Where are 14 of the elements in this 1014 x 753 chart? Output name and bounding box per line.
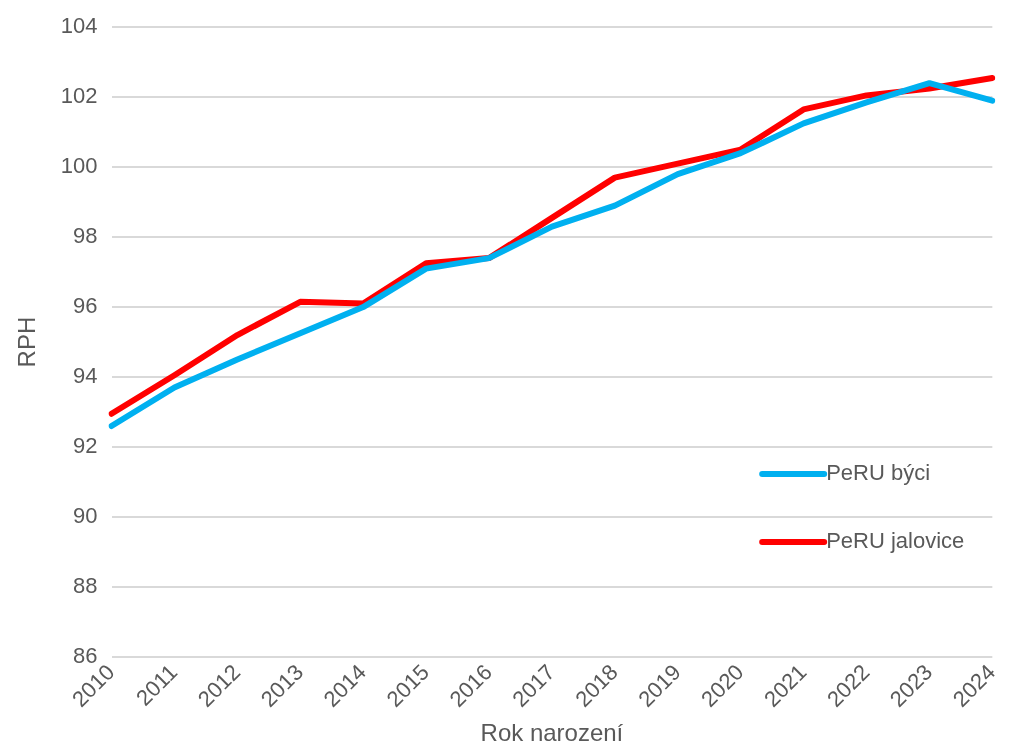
y-tick-label: 100 (60, 153, 98, 179)
y-tick-label: 86 (73, 642, 98, 668)
y-tick-label: 96 (73, 293, 98, 319)
y-tick-label: 88 (73, 573, 98, 599)
legend-label: PeRU jalovice (826, 527, 965, 553)
y-tick-label: 92 (73, 433, 98, 459)
y-axis-title: RPH (13, 316, 41, 368)
y-tick-label: 102 (60, 83, 98, 109)
y-tick-label: 98 (73, 223, 98, 249)
legend-label: PeRU býci (826, 459, 931, 485)
x-axis-title: Rok narození (480, 719, 624, 747)
y-tick-label: 90 (73, 503, 98, 529)
y-tick-label: 104 (60, 13, 98, 39)
y-tick-label: 94 (73, 363, 98, 389)
